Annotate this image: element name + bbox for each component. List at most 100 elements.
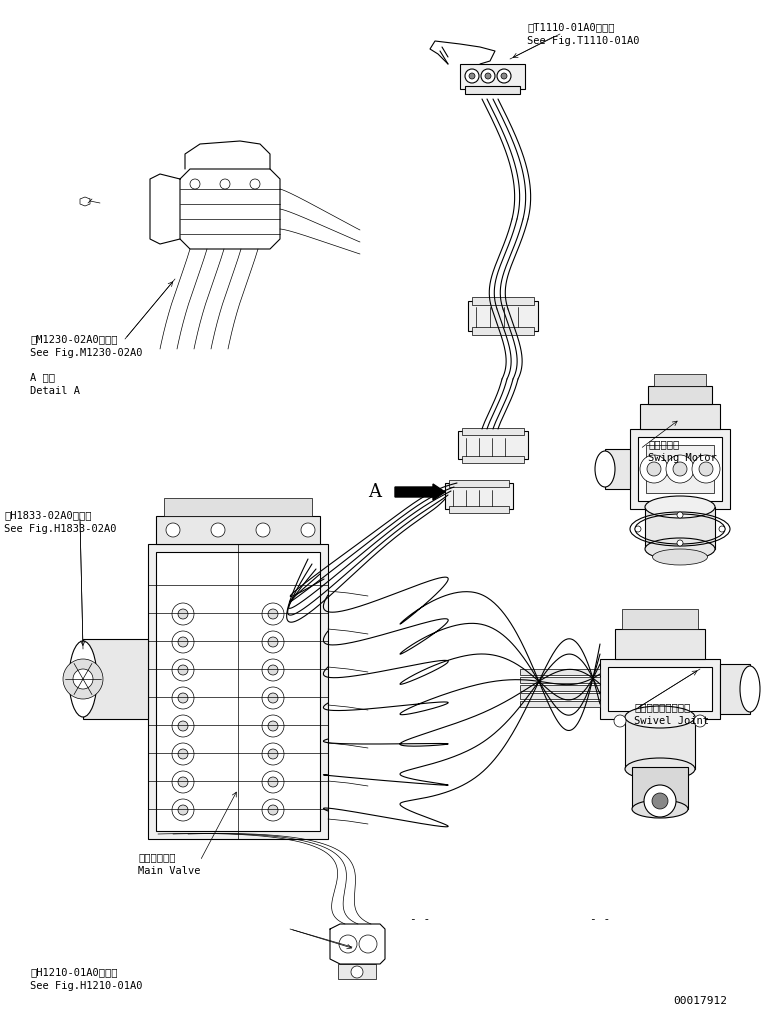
Circle shape: [178, 805, 188, 815]
Text: 第H1833-02A0図参照
See Fig.H1833-02A0: 第H1833-02A0図参照 See Fig.H1833-02A0: [4, 511, 116, 534]
Bar: [156, 516, 320, 544]
Circle shape: [635, 526, 641, 532]
Bar: [608, 667, 712, 711]
Circle shape: [677, 512, 683, 518]
Ellipse shape: [645, 538, 715, 560]
Circle shape: [640, 455, 668, 483]
Circle shape: [677, 540, 683, 546]
Bar: [156, 552, 320, 832]
Bar: [640, 404, 720, 429]
Bar: [83, 639, 148, 719]
Circle shape: [172, 659, 194, 681]
Bar: [465, 86, 520, 94]
Circle shape: [647, 462, 661, 476]
Circle shape: [178, 721, 188, 731]
Circle shape: [172, 603, 194, 625]
Circle shape: [262, 743, 284, 765]
Circle shape: [699, 462, 713, 476]
Bar: [460, 64, 525, 89]
Ellipse shape: [653, 549, 707, 565]
Text: A 詳細
Detail A: A 詳細 Detail A: [30, 372, 80, 395]
Bar: [720, 664, 750, 714]
Ellipse shape: [632, 800, 688, 818]
Circle shape: [465, 69, 479, 83]
Bar: [449, 506, 509, 513]
Circle shape: [178, 693, 188, 703]
Text: A: A: [368, 483, 381, 501]
Circle shape: [268, 665, 278, 675]
Bar: [520, 701, 600, 707]
FancyArrow shape: [395, 484, 445, 500]
Circle shape: [268, 805, 278, 815]
Bar: [632, 767, 688, 809]
Circle shape: [268, 721, 278, 731]
Bar: [638, 437, 722, 501]
Ellipse shape: [625, 706, 695, 728]
Bar: [462, 455, 524, 463]
Bar: [654, 374, 706, 386]
Circle shape: [481, 69, 495, 83]
Circle shape: [211, 523, 225, 537]
Bar: [472, 327, 534, 335]
Circle shape: [351, 966, 363, 978]
Text: 旋回モータ
Swing Motor: 旋回モータ Swing Motor: [648, 439, 717, 463]
Bar: [520, 669, 600, 675]
Bar: [600, 659, 720, 719]
Circle shape: [178, 665, 188, 675]
Bar: [338, 964, 376, 979]
Circle shape: [268, 693, 278, 703]
Ellipse shape: [740, 666, 760, 712]
Text: 第M1230-02A0図参照
See Fig.M1230-02A0: 第M1230-02A0図参照 See Fig.M1230-02A0: [30, 334, 142, 358]
Circle shape: [262, 603, 284, 625]
Circle shape: [673, 462, 687, 476]
Circle shape: [262, 799, 284, 821]
Bar: [164, 498, 312, 516]
Circle shape: [614, 715, 626, 727]
Circle shape: [172, 715, 194, 737]
Circle shape: [172, 631, 194, 653]
Text: - -: - -: [410, 914, 430, 924]
Bar: [648, 386, 712, 404]
Bar: [445, 483, 513, 510]
Circle shape: [644, 785, 676, 817]
Circle shape: [172, 799, 194, 821]
Bar: [520, 677, 600, 683]
Bar: [449, 480, 509, 487]
Circle shape: [719, 526, 725, 532]
Circle shape: [268, 749, 278, 759]
Circle shape: [262, 687, 284, 709]
Circle shape: [172, 771, 194, 793]
Circle shape: [256, 523, 270, 537]
Bar: [615, 629, 705, 659]
Circle shape: [339, 935, 357, 953]
Circle shape: [73, 669, 93, 689]
Circle shape: [262, 631, 284, 653]
Text: スイベルジョイント
Swivel Joint: スイベルジョイント Swivel Joint: [634, 702, 709, 726]
Bar: [520, 685, 600, 691]
Bar: [622, 609, 698, 629]
Circle shape: [501, 73, 507, 79]
Bar: [148, 544, 328, 839]
Circle shape: [485, 73, 491, 79]
Text: 00017912: 00017912: [673, 996, 727, 1006]
Circle shape: [63, 659, 103, 699]
Circle shape: [178, 749, 188, 759]
Ellipse shape: [595, 451, 615, 487]
Ellipse shape: [69, 641, 97, 717]
Circle shape: [652, 793, 668, 809]
Text: 第H1210-01A0図参照
See Fig.H1210-01A0: 第H1210-01A0図参照 See Fig.H1210-01A0: [30, 967, 142, 990]
Circle shape: [178, 637, 188, 647]
Bar: [630, 429, 730, 510]
Circle shape: [178, 609, 188, 619]
Circle shape: [497, 69, 511, 83]
Circle shape: [268, 637, 278, 647]
Circle shape: [469, 73, 475, 79]
Circle shape: [268, 609, 278, 619]
Circle shape: [694, 715, 706, 727]
Bar: [625, 717, 695, 769]
Text: メインバルブ
Main Valve: メインバルブ Main Valve: [138, 853, 201, 875]
Bar: [458, 431, 528, 459]
Ellipse shape: [632, 772, 687, 790]
Bar: [605, 449, 630, 489]
Circle shape: [666, 455, 694, 483]
